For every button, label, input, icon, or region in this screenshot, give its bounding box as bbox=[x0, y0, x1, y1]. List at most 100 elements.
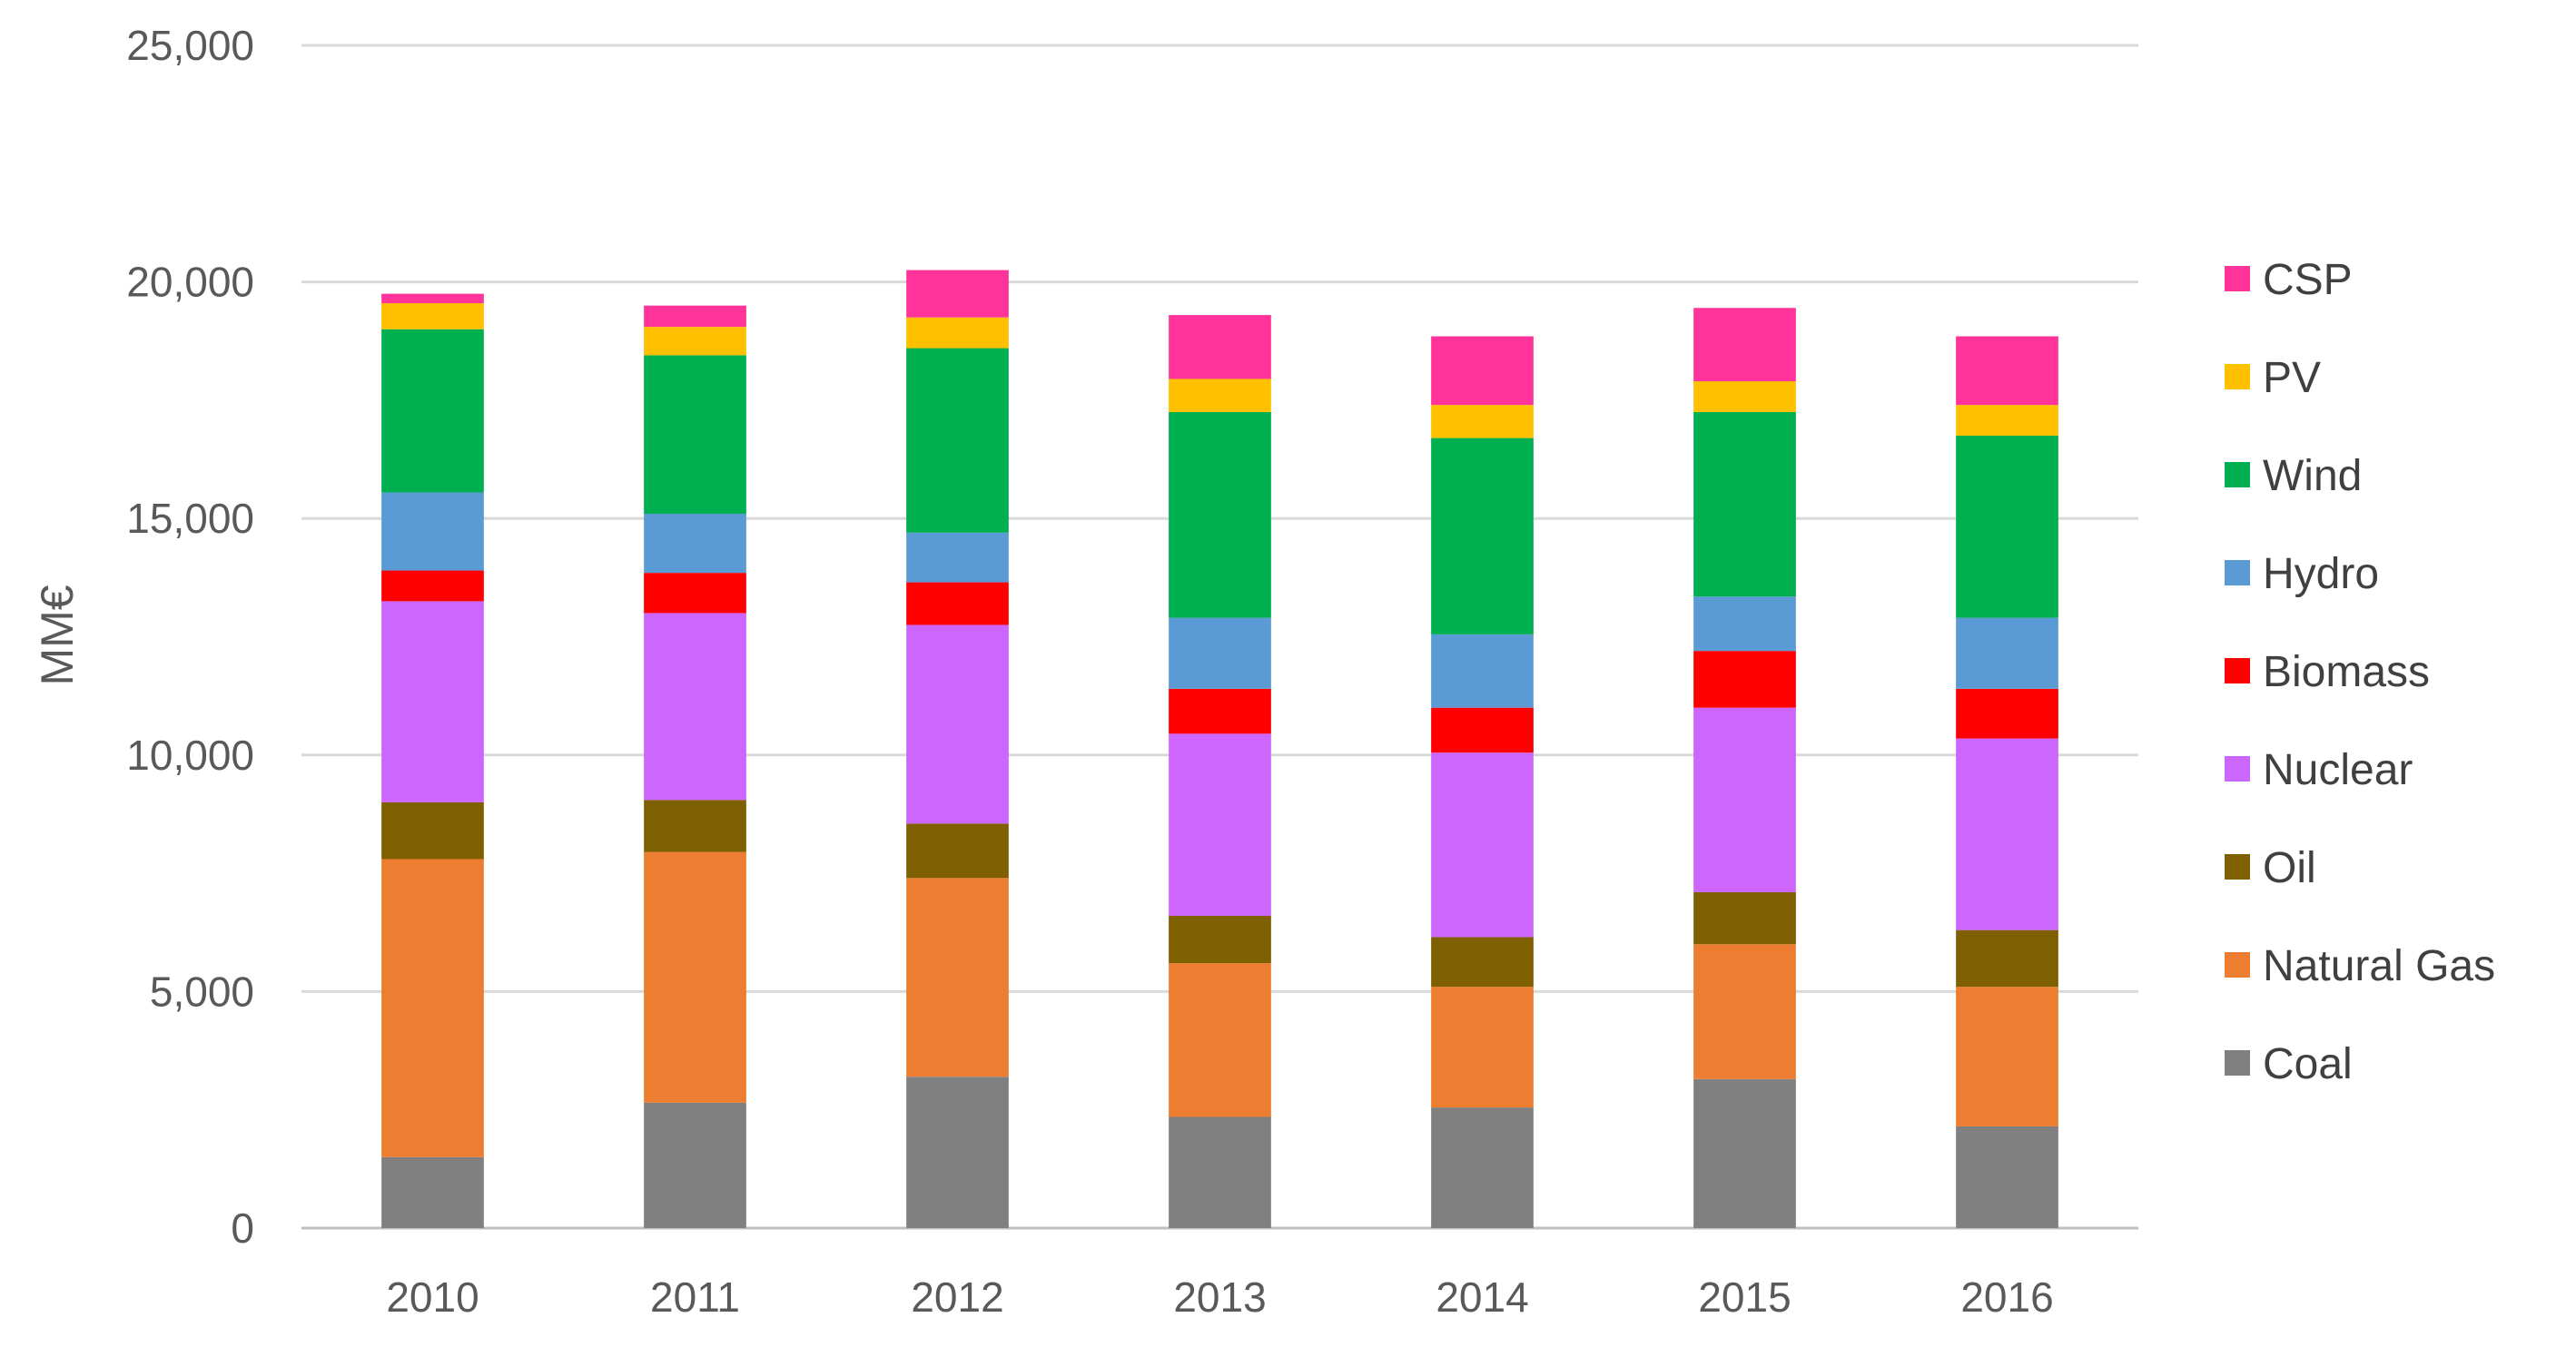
bar-segment-oil bbox=[1169, 916, 1271, 964]
bar-segment-pv bbox=[1956, 405, 2058, 436]
bar-segment-natural-gas bbox=[381, 859, 484, 1157]
bar-segment-wind bbox=[906, 348, 1009, 533]
bar-segment-csp bbox=[1431, 336, 1534, 406]
bar-segment-natural-gas bbox=[906, 878, 1009, 1077]
legend-swatch bbox=[2225, 462, 2250, 487]
bar-segment-oil bbox=[1431, 937, 1534, 988]
bar-segment-biomass bbox=[906, 582, 1009, 625]
bar-segment-biomass bbox=[1431, 707, 1534, 753]
bar-segment-pv bbox=[381, 303, 484, 329]
bar-segment-csp bbox=[1693, 308, 1796, 382]
legend-item-hydro: Hydro bbox=[2225, 550, 2379, 598]
y-axis-title: MM€ bbox=[32, 585, 83, 685]
bar-stack-2012 bbox=[906, 270, 1009, 1228]
legend-swatch bbox=[2225, 952, 2250, 978]
x-tick-label: 2013 bbox=[1173, 1273, 1266, 1321]
bar-stack-2011 bbox=[644, 305, 746, 1228]
bar-segment-csp bbox=[1169, 315, 1271, 379]
legend-swatch bbox=[2225, 658, 2250, 683]
x-tick-label: 2016 bbox=[1960, 1273, 2053, 1321]
x-tick-label: 2012 bbox=[911, 1273, 1003, 1321]
legend-label: Wind bbox=[2263, 452, 2362, 500]
legend: CSP PV Wind Hydro Biomass Nuclear Oil Natural G… bbox=[2225, 256, 2495, 1088]
bar-segment-nuclear bbox=[906, 624, 1009, 824]
bar-segment-wind bbox=[1693, 411, 1796, 597]
legend-item-nuclear: Nuclear bbox=[2225, 746, 2413, 794]
bar-segment-nuclear bbox=[1693, 707, 1796, 892]
bar-stack-2014 bbox=[1431, 336, 1534, 1228]
x-tick-label: 2014 bbox=[1436, 1273, 1528, 1321]
legend-label: CSP bbox=[2263, 256, 2353, 304]
bar-segment-coal bbox=[1693, 1078, 1796, 1228]
legend-item-csp: CSP bbox=[2225, 256, 2353, 304]
bar-segment-oil bbox=[1693, 891, 1796, 945]
bar-stack-2013 bbox=[1169, 315, 1271, 1228]
bar-segment-pv bbox=[906, 317, 1009, 349]
y-tick-label: 15,000 bbox=[126, 495, 254, 542]
bar-segment-coal bbox=[1431, 1107, 1534, 1228]
bars bbox=[381, 270, 2058, 1228]
bar-segment-hydro bbox=[1169, 617, 1271, 689]
bar-segment-nuclear bbox=[644, 613, 746, 801]
y-axis-tick-labels: 0 5,000 10,000 15,000 20,000 25,000 bbox=[126, 22, 254, 1252]
bar-segment-wind bbox=[381, 329, 484, 493]
bar-segment-natural-gas bbox=[644, 851, 746, 1103]
legend-item-oil: Oil bbox=[2225, 844, 2316, 892]
legend-swatch bbox=[2225, 756, 2250, 782]
bar-segment-hydro bbox=[1956, 617, 2058, 689]
bar-segment-hydro bbox=[1431, 634, 1534, 708]
legend-swatch bbox=[2225, 854, 2250, 880]
y-tick-label: 10,000 bbox=[126, 732, 254, 779]
bar-segment-wind bbox=[644, 355, 746, 514]
bar-segment-biomass bbox=[1956, 688, 2058, 739]
legend-item-biomass: Biomass bbox=[2225, 648, 2430, 696]
bar-segment-coal bbox=[1169, 1116, 1271, 1228]
bar-segment-pv bbox=[1169, 379, 1271, 412]
bar-segment-oil bbox=[906, 823, 1009, 879]
bar-segment-coal bbox=[1956, 1126, 2058, 1228]
bar-segment-nuclear bbox=[1431, 752, 1534, 938]
bar-segment-wind bbox=[1956, 435, 2058, 618]
bar-segment-coal bbox=[644, 1102, 746, 1228]
bar-stack-2015 bbox=[1693, 308, 1796, 1228]
bar-stack-2010 bbox=[381, 293, 484, 1228]
bar-segment-oil bbox=[1956, 929, 2058, 988]
bar-segment-nuclear bbox=[1169, 733, 1271, 917]
legend-label: Hydro bbox=[2263, 550, 2379, 598]
legend-swatch bbox=[2225, 266, 2250, 291]
bar-segment-oil bbox=[381, 801, 484, 860]
bar-segment-natural-gas bbox=[1431, 987, 1534, 1108]
bar-segment-pv bbox=[1431, 405, 1534, 438]
bar-segment-pv bbox=[1693, 381, 1796, 412]
bar-segment-csp bbox=[906, 270, 1009, 318]
bar-segment-natural-gas bbox=[1693, 944, 1796, 1079]
legend-label: Natural Gas bbox=[2263, 942, 2495, 990]
y-tick-label: 0 bbox=[231, 1204, 254, 1252]
y-tick-label: 20,000 bbox=[126, 259, 254, 306]
legend-item-natural-gas: Natural Gas bbox=[2225, 942, 2495, 990]
legend-item-coal: Coal bbox=[2225, 1040, 2353, 1088]
legend-label: PV bbox=[2263, 354, 2321, 402]
bar-segment-oil bbox=[644, 800, 746, 852]
bar-segment-coal bbox=[906, 1077, 1009, 1228]
bar-segment-biomass bbox=[644, 573, 746, 614]
bar-segment-hydro bbox=[906, 532, 1009, 583]
bar-segment-nuclear bbox=[381, 601, 484, 802]
bar-segment-biomass bbox=[381, 570, 484, 602]
bar-stack-2016 bbox=[1956, 336, 2058, 1228]
bar-segment-biomass bbox=[1693, 651, 1796, 708]
x-tick-label: 2015 bbox=[1698, 1273, 1791, 1321]
bar-segment-natural-gas bbox=[1169, 963, 1271, 1117]
bar-segment-csp bbox=[644, 305, 746, 328]
bar-segment-hydro bbox=[1693, 596, 1796, 652]
bar-segment-natural-gas bbox=[1956, 987, 2058, 1126]
y-tick-label: 5,000 bbox=[150, 968, 254, 1015]
bar-segment-nuclear bbox=[1956, 738, 2058, 930]
legend-item-wind: Wind bbox=[2225, 452, 2362, 500]
x-tick-label: 2010 bbox=[386, 1273, 479, 1321]
bar-segment-csp bbox=[381, 293, 484, 304]
legend-label: Oil bbox=[2263, 844, 2316, 892]
bar-segment-hydro bbox=[381, 492, 484, 571]
bar-segment-pv bbox=[644, 327, 746, 356]
